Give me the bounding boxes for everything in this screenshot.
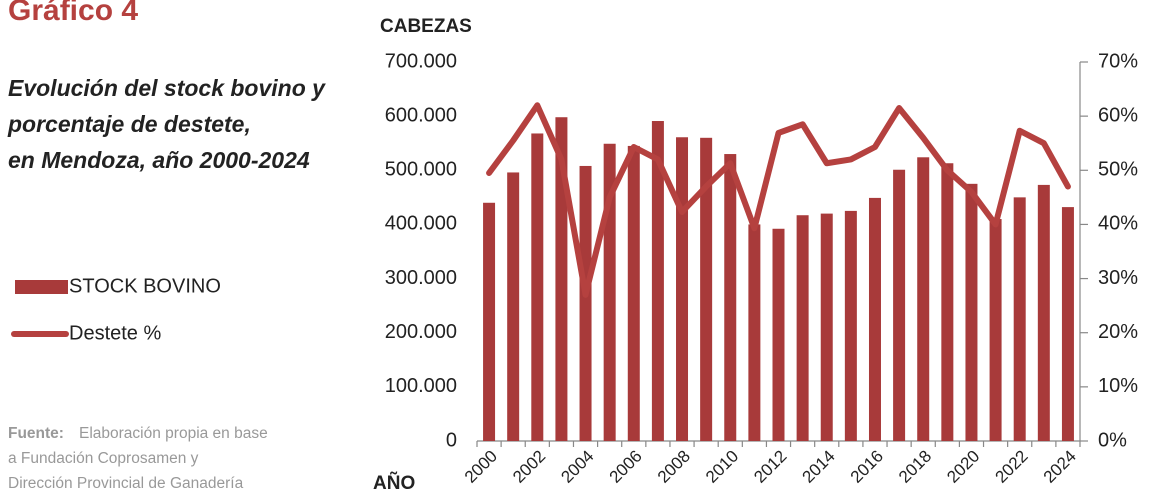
bar bbox=[1013, 197, 1026, 441]
source-label: Fuente: bbox=[8, 425, 64, 442]
x-tick-label: 2008 bbox=[654, 447, 694, 487]
x-tick-label: 2004 bbox=[557, 447, 597, 487]
chart-subtitle: Evolución del stock bovino y bbox=[8, 75, 326, 101]
x-tick-label: 2020 bbox=[943, 447, 983, 487]
bar bbox=[579, 165, 592, 441]
x-tick-label: 2002 bbox=[509, 447, 549, 487]
y2-tick-label: 70% bbox=[1098, 50, 1138, 72]
x-tick-label: 2000 bbox=[461, 447, 501, 487]
y2-tick-label: 30% bbox=[1098, 267, 1138, 289]
bar bbox=[676, 137, 689, 441]
y-tick-label: 400.000 bbox=[385, 213, 457, 235]
bar bbox=[748, 224, 761, 441]
source-text: a Fundación Coprosamen y bbox=[8, 450, 199, 467]
bar bbox=[651, 121, 664, 441]
x-tick-label: 2022 bbox=[992, 447, 1032, 487]
y-tick-label: 500.000 bbox=[385, 159, 457, 181]
legend-label: Destete % bbox=[69, 322, 161, 344]
x-tick-label: 2012 bbox=[750, 447, 790, 487]
bar bbox=[700, 137, 713, 442]
bar bbox=[868, 197, 881, 441]
x-tick-label: 2014 bbox=[799, 447, 839, 487]
bar bbox=[820, 213, 833, 441]
bar bbox=[555, 117, 568, 442]
x-tick-label: 2018 bbox=[895, 447, 935, 487]
source-text: Dirección Provincial de Ganadería bbox=[8, 475, 244, 492]
bar bbox=[796, 215, 809, 441]
y2-tick-label: 0% bbox=[1098, 429, 1127, 451]
y-tick-label: 700.000 bbox=[385, 50, 457, 72]
chart-subtitle: en Mendoza, año 2000-2024 bbox=[8, 147, 310, 173]
y-tick-label: 300.000 bbox=[385, 267, 457, 289]
bar bbox=[917, 157, 930, 441]
chart-title: Gráfico 4 bbox=[8, 0, 138, 27]
y2-tick-label: 50% bbox=[1098, 159, 1138, 181]
bar bbox=[724, 154, 737, 442]
y2-tick-label: 10% bbox=[1098, 375, 1138, 397]
bar bbox=[1037, 184, 1050, 441]
line bbox=[486, 102, 1071, 298]
y-tick-label: 600.000 bbox=[385, 104, 457, 126]
bar bbox=[965, 183, 978, 442]
source-text: Elaboración propia en base bbox=[79, 425, 268, 442]
y2-tick-label: 40% bbox=[1098, 213, 1138, 235]
y-tick-label: 0 bbox=[446, 429, 457, 451]
bar bbox=[627, 145, 640, 441]
bar bbox=[483, 202, 496, 441]
x-tick-label: 2006 bbox=[606, 447, 646, 487]
bar bbox=[1061, 207, 1074, 441]
bar bbox=[941, 163, 954, 442]
bar bbox=[989, 219, 1002, 441]
bar bbox=[531, 133, 544, 441]
bar bbox=[507, 172, 520, 442]
y2-tick-label: 60% bbox=[1098, 104, 1138, 126]
x-tick-label: 2010 bbox=[702, 447, 742, 487]
chart-subtitle: porcentaje de destete, bbox=[7, 111, 251, 137]
y2-tick-label: 20% bbox=[1098, 321, 1138, 343]
x-axis-label: AÑO bbox=[373, 472, 415, 494]
y-tick-label: 200.000 bbox=[385, 321, 457, 343]
legend-label: STOCK BOVINO bbox=[69, 275, 221, 297]
x-tick-label: 2016 bbox=[847, 447, 887, 487]
bar bbox=[893, 169, 906, 441]
bar bbox=[844, 210, 857, 441]
bar bbox=[772, 228, 785, 441]
y-axis-label: CABEZAS bbox=[380, 16, 472, 37]
legend-swatch bbox=[15, 280, 68, 294]
x-tick-label: 2024 bbox=[1040, 447, 1080, 487]
y-tick-label: 100.000 bbox=[385, 375, 457, 397]
